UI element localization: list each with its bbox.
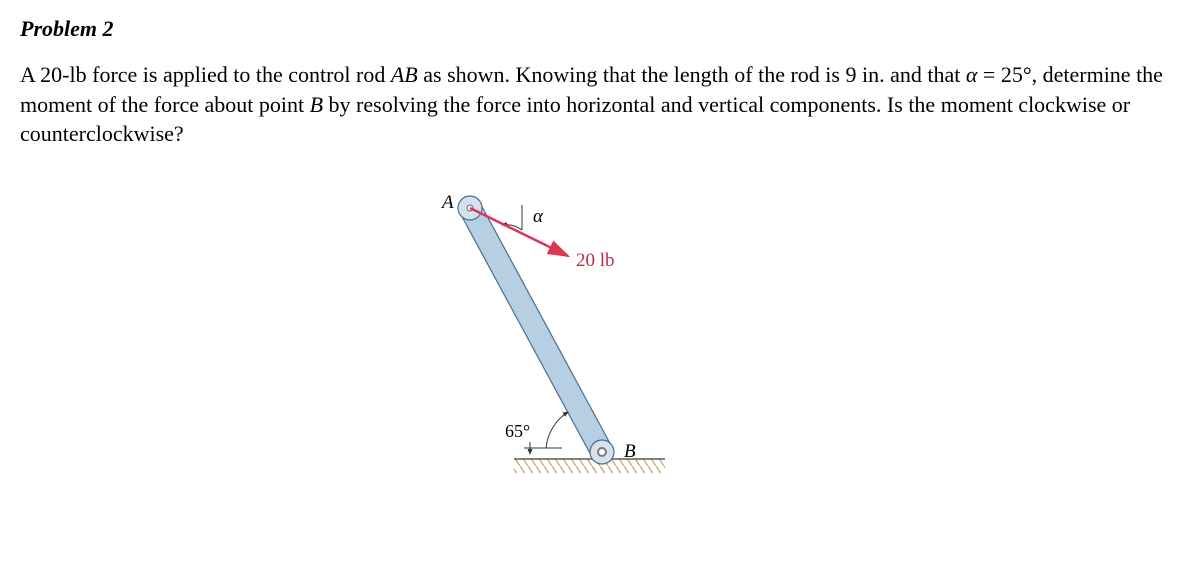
angle-65-arc (546, 412, 568, 448)
ground-hatch (514, 459, 665, 473)
label-point-a: A (442, 192, 454, 214)
point-b-name: B (310, 92, 323, 117)
rod-name-ab: AB (391, 62, 418, 87)
label-point-b: B (624, 441, 636, 463)
label-angle-65: 65° (505, 421, 530, 442)
label-force-magnitude: 20 lb (576, 250, 615, 272)
problem-title: Problem 2 (20, 16, 1180, 42)
label-alpha: α (533, 206, 543, 228)
alpha-symbol: α (966, 62, 978, 87)
text-part-1: A 20-lb force is applied to the control … (20, 62, 391, 87)
problem-statement: A 20-lb force is applied to the control … (20, 60, 1180, 149)
text-part-2: as shown. Knowing that the length of the… (418, 62, 966, 87)
rod-ab (458, 196, 614, 464)
diagram-svg (440, 190, 760, 490)
diagram: A α 20 lb 65° B (440, 190, 760, 490)
